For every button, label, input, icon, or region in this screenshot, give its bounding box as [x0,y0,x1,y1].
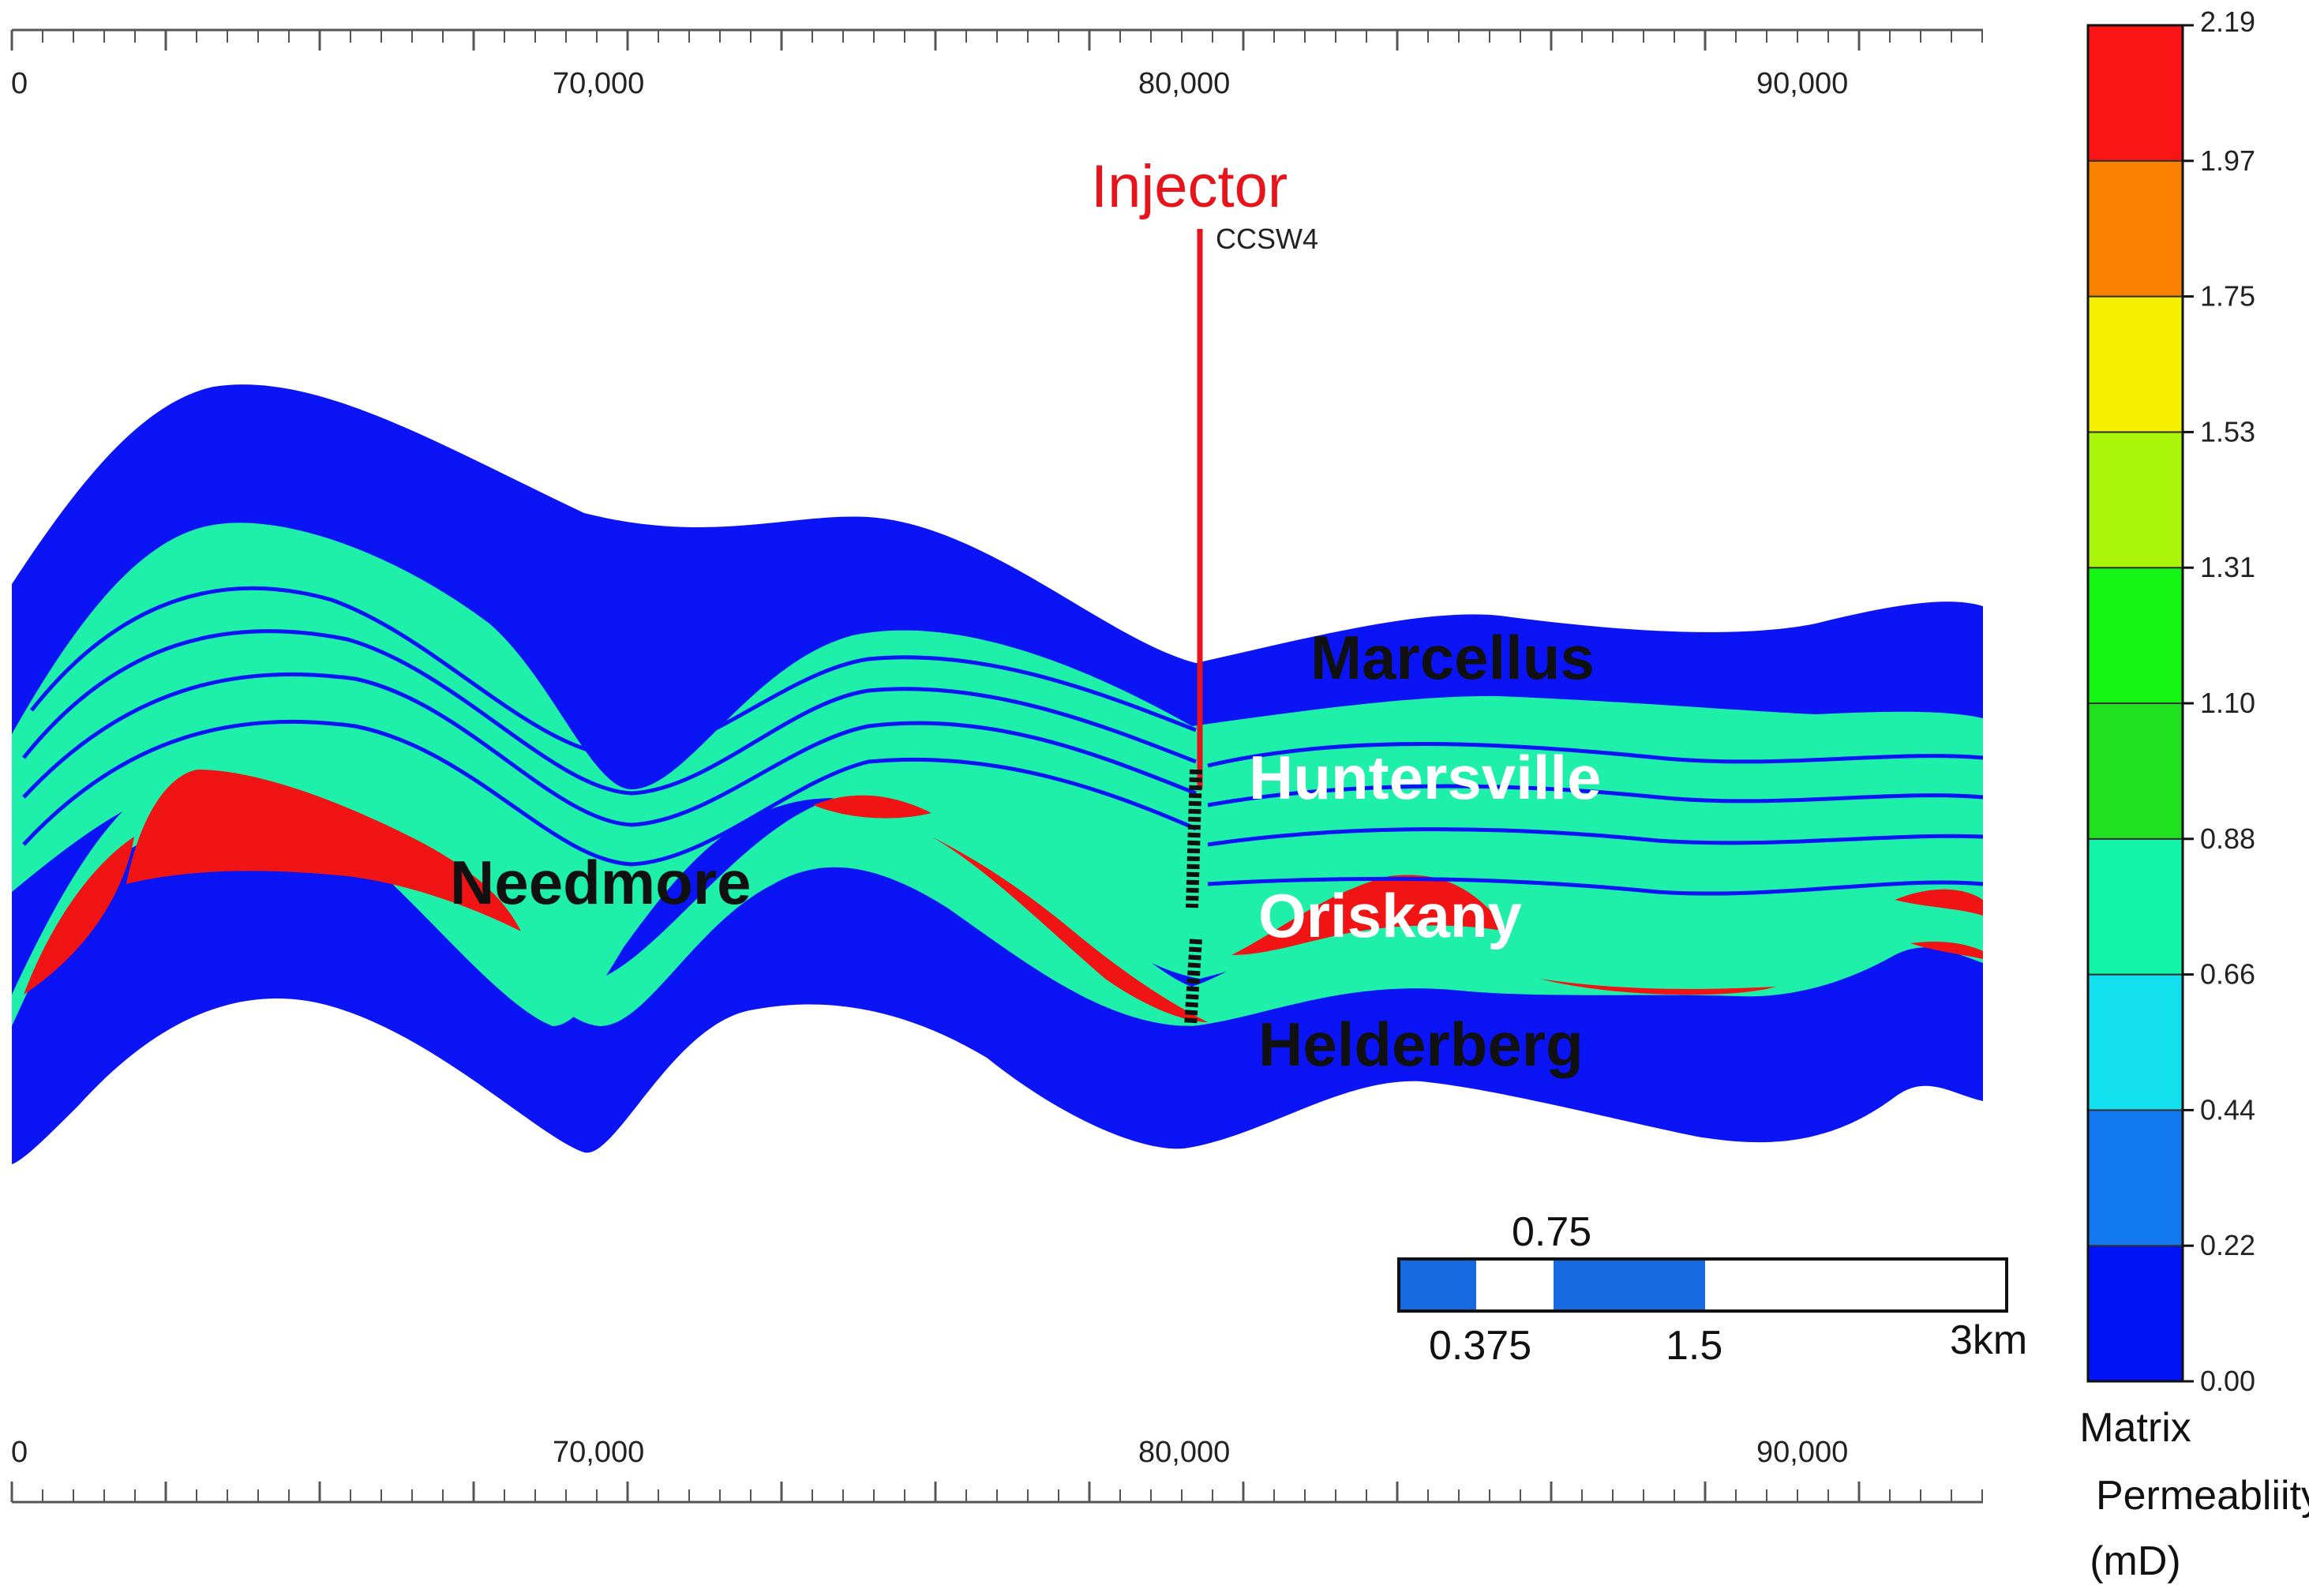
scale-label-0-375: 0.375 [1429,1323,1531,1369]
colorbar-tick-label: 1.53 [2200,415,2255,448]
colorbar-title-line-1: Matrix [2079,1405,2191,1451]
oriskany-high-perm-streak-2 [24,837,134,995]
formation-label-helderberg: Helderberg [1258,1010,1584,1079]
colorbar-tick-label: 1.10 [2200,687,2255,719]
colorbar-tick-label: 1.75 [2200,280,2255,313]
colorbar-tick-label: 0.22 [2200,1229,2255,1261]
cross-section: Injector CCSW4 Marcellus Huntersville Ne… [12,153,1984,1165]
colorbar-segment [2087,567,2183,705]
bottom-tick-label-70000: 70,000 [553,1436,644,1469]
colorbar-tick-label: 0.88 [2200,822,2255,855]
lamina-7 [1207,827,1984,847]
scale-bar-segment-3 [1554,1261,1705,1309]
oriskany-high-perm-streak-3 [813,795,931,819]
huntersville-blue-laminae [22,586,1984,896]
top-axis: 0 70,000 80,000 90,000 [10,28,1983,100]
scale-bar-segment-1 [1400,1261,1476,1309]
formation-label-huntersville: Huntersville [1249,743,1601,812]
lamina-1 [30,586,1197,760]
oriskany-high-perm-streak-7 [1895,889,1983,916]
oriskany-high-perm-streak-6 [1539,979,1776,995]
oriskany-high-perm-streak-5 [1231,875,1508,955]
colorbar-tick-label: 0.66 [2200,958,2255,991]
bottom-axis: 0 70,000 80,000 90,000 [10,1436,1983,1504]
formation-label-needmore: Needmore [450,848,751,917]
colorbar-title-line-2: Permeabliity [2096,1473,2309,1519]
perforation-lower [1184,938,1202,1027]
lamina-6 [1207,784,1984,807]
top-tick-label-0: 0 [11,67,28,100]
lamina-4 [22,719,1197,867]
colorbar-segments [2087,24,2183,1382]
colorbar-tick-label: 2.19 [2200,6,2255,38]
colorbar: 2.19 1.97 1.75 1.53 1.31 1.10 0.88 0.66 0.44 0.22… [2079,6,2309,1584]
colorbar-ticks: 2.19 1.97 1.75 1.53 1.31 1.10 0.88 0.66 0.44 0.22… [2183,6,2255,1397]
colorbar-segment [2087,295,2183,433]
formation-label-oriskany: Oriskany [1258,881,1522,950]
colorbar-segment [2087,159,2183,298]
colorbar-tick-label: 1.97 [2200,144,2255,177]
top-tick-label-90000: 90,000 [1756,67,1848,100]
colorbar-tick-label: 1.31 [2200,551,2255,583]
colorbar-tick-label: 0.00 [2200,1365,2255,1397]
oriskany-high-perm-streak-1 [126,770,521,931]
colorbar-segment [2087,1109,2183,1247]
lamina-2 [22,629,1197,796]
scale-label-0-75: 0.75 [1512,1209,1591,1255]
bottom-tick-label-0: 0 [11,1436,28,1469]
colorbar-segment [2087,24,2183,162]
scale-label-1-5: 1.5 [1666,1323,1722,1369]
lamina-8 [1207,876,1984,896]
lamina-5 [1207,742,1984,768]
colorbar-segment [2087,1245,2183,1382]
colorbar-segment [2087,702,2183,840]
top-tick-label-80000: 80,000 [1138,67,1230,100]
well-name-label: CCSW4 [1216,223,1318,255]
colorbar-segment [2087,431,2183,569]
colorbar-segment [2087,973,2183,1111]
bottom-tick-label-80000: 80,000 [1138,1436,1230,1469]
bottom-axis-ticks [10,1482,1983,1502]
injector-label: Injector [1091,153,1288,220]
colorbar-tick-label: 0.44 [2200,1093,2255,1126]
scale-bar: 0.75 0.375 1.5 3km [1397,1209,2027,1369]
scale-label-3km: 3km [1950,1317,2027,1363]
formation-label-marcellus: Marcellus [1310,623,1595,692]
colorbar-segment [2087,837,2183,976]
perforation-upper [1186,769,1202,909]
oriskany-high-perm-streak-4 [931,837,1208,1022]
top-tick-label-70000: 70,000 [553,67,644,100]
needmore-oriskany-layer [12,771,1983,1026]
oriskany-high-perm-streak-8 [1910,942,1983,959]
lamina-3 [22,672,1197,827]
top-axis-ticks [10,30,1983,51]
bottom-tick-label-90000: 90,000 [1756,1436,1848,1469]
injector-well: Injector CCSW4 [1091,153,1318,1027]
colorbar-title-line-3: (mD) [2090,1538,2181,1584]
